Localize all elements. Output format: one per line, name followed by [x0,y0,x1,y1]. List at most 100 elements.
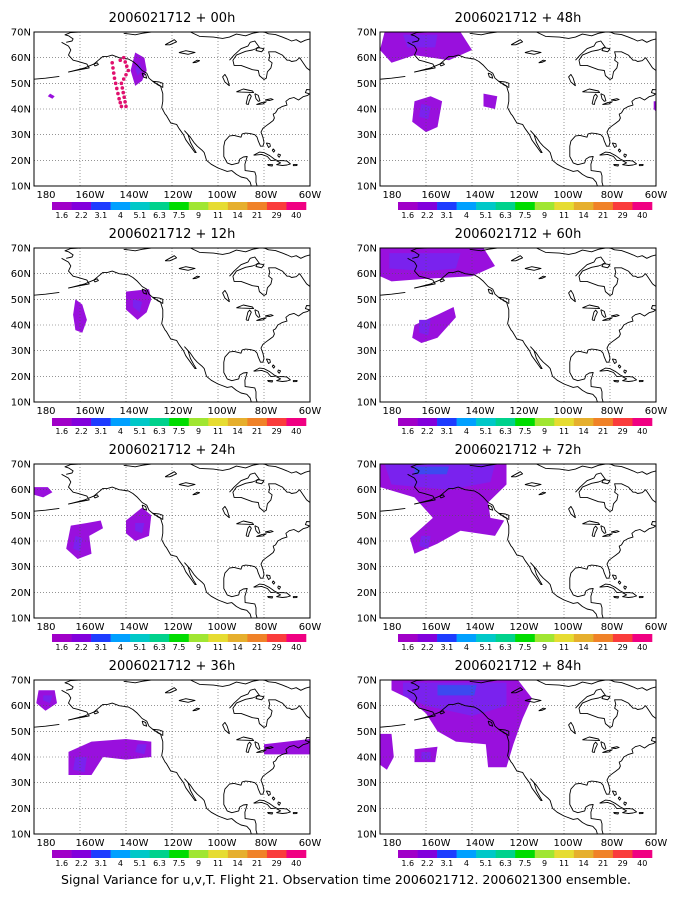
coastline [223,93,310,186]
coastline [613,379,620,383]
colorbar-label: 1.6 [401,211,414,220]
lat-tick-label: 30N [357,130,377,141]
coastline [61,41,252,186]
colorbar-label: 29 [272,643,282,652]
coastline [498,80,510,88]
coastline [600,525,607,534]
coastline [61,473,252,618]
coastline [265,142,271,148]
colorbar-swatch [554,850,575,858]
colorbar-label: 1.6 [401,859,414,868]
grid-lines [380,464,656,618]
lon-tick-label: 80W [255,622,278,633]
variance-region [34,487,53,498]
coastline [599,583,624,594]
coastline [569,93,656,186]
coastline [254,525,261,534]
variance-region [66,520,103,559]
colorbar-swatch [476,850,496,858]
colorbar-label: 29 [618,211,628,220]
coastline [123,32,152,36]
lat-tick-label: 70N [357,460,377,471]
coastline [236,88,255,94]
variance-region [403,682,507,716]
coastline [609,32,656,43]
grid-lines [380,32,656,186]
coastline [152,296,164,304]
coastline [582,736,601,742]
variance-region [73,299,87,333]
colorbar-swatch [515,202,536,210]
coastline [622,808,637,814]
lon-tick-label: 120W [164,190,193,201]
colorbar-swatch [286,634,307,642]
variance-region [419,535,431,549]
variance-region [419,103,431,120]
colorbar-swatch [534,850,555,858]
panel-title: 2006021712 + 36h [109,659,236,674]
coastline [536,680,606,687]
coastline [93,494,99,499]
colorbar: 1.6 2.2 3.1 4 5.1 6.3 7.5 9 11 14 21 29 40 [52,418,307,436]
variance-region [380,733,394,770]
colorbar-swatch [593,634,614,642]
coastline [407,473,598,618]
panel-title: 2006021712 + 84h [455,659,582,674]
lat-tick-label: 20N [357,372,377,383]
coastline [222,721,230,735]
colorbar-label: 6.3 [153,643,166,652]
coastline [271,364,276,369]
coastline [487,504,494,511]
coastline [256,533,267,538]
colorbar-label: 5.1 [134,859,147,868]
colorbar-swatch [247,850,268,858]
colorbar-label: 7.5 [173,211,186,220]
colorbar-label: 11 [213,211,223,220]
lat-tick-label: 50N [357,727,377,738]
colorbar-swatch [266,202,287,210]
coastline [277,153,282,158]
colorbar-swatch [437,418,457,426]
lat-tick-label: 40N [357,321,377,332]
colorbar-label: 1.6 [55,427,68,436]
coastline [64,464,81,475]
colorbar: 1.6 2.2 3.1 4 5.1 6.3 7.5 9 11 14 21 29 40 [398,850,653,868]
coastline [255,478,265,485]
coastline [611,98,620,101]
coastline [623,801,628,806]
colorbar-swatch [188,634,209,642]
colorbar-swatch [91,202,111,210]
coastline [611,314,620,317]
colorbar-label: 1.6 [55,643,68,652]
colorbar-label: 11 [213,427,223,436]
coastline [609,680,656,691]
coastline [568,73,576,87]
lon-tick-label: 80W [255,838,278,849]
map-panel: 2006021712 + 00h 70N 60N 50N 40N 30N 20N 10N 180… [11,11,322,220]
coastline [253,799,278,810]
coastline [265,574,271,580]
coastline [265,790,271,796]
colorbar-label: 14 [579,427,589,436]
colorbar-swatch [188,202,209,210]
lat-tick-label: 50N [11,295,31,306]
coastline [190,32,260,39]
coastline [229,472,310,512]
coastline [93,710,99,715]
coastline [538,59,547,64]
colorbar-label: 21 [598,859,608,868]
colorbar-label: 11 [213,859,223,868]
colorbar-swatch [266,634,287,642]
colorbar-swatch [91,418,111,426]
lat-tick-label: 40N [11,105,31,116]
colorbar-label: 6.3 [499,859,512,868]
lon-tick-label: 160W [422,190,451,201]
coastline [623,153,628,158]
colorbar-label: 2.2 [75,427,88,436]
variance-region [653,101,656,112]
colorbar-label: 7.5 [519,859,532,868]
colorbar-label: 7.5 [519,211,532,220]
colorbar-label: 3.1 [440,643,453,652]
coastline [611,530,620,533]
lon-tick-label: 60W [299,622,322,633]
